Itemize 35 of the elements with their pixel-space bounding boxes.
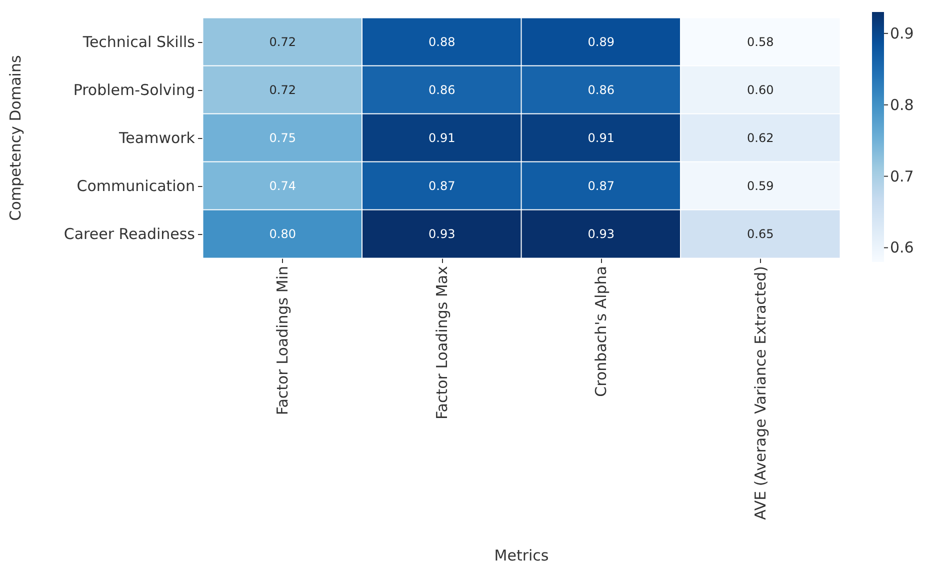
data-label: 0.93 bbox=[588, 227, 614, 241]
data-label: 0.59 bbox=[747, 179, 774, 193]
x-tick-label: Factor Loadings Min bbox=[274, 266, 292, 416]
data-label: 0.74 bbox=[269, 179, 296, 193]
x-axis-title: Metrics bbox=[494, 546, 549, 564]
data-label: 0.62 bbox=[747, 131, 774, 145]
color-bar-label: 0.8 bbox=[890, 96, 914, 114]
data-label: 0.75 bbox=[269, 131, 296, 145]
color-bar-label: 0.6 bbox=[890, 238, 914, 257]
data-label: 0.86 bbox=[588, 83, 614, 97]
y-tick-label: Problem-Solving bbox=[73, 81, 195, 99]
color-bar-label: 0.7 bbox=[890, 167, 914, 186]
x-tick-label: Factor Loadings Max bbox=[432, 266, 451, 420]
data-label: 0.87 bbox=[428, 179, 456, 193]
y-tick-label: Career Readiness bbox=[64, 225, 196, 243]
x-tick-label: AVE (Average Variance Extracted) bbox=[751, 266, 770, 520]
data-label: 0.60 bbox=[747, 83, 774, 97]
y-axis-title: Competency Domains bbox=[6, 55, 24, 221]
data-label: 0.91 bbox=[588, 131, 614, 145]
data-label: 0.88 bbox=[428, 35, 456, 49]
data-label: 0.91 bbox=[428, 131, 456, 145]
data-label: 0.72 bbox=[269, 83, 296, 97]
data-label: 0.80 bbox=[269, 227, 296, 241]
data-label: 0.89 bbox=[588, 35, 614, 49]
y-tick-label: Technical Skills bbox=[82, 33, 196, 51]
data-label: 0.86 bbox=[428, 83, 456, 97]
data-label: 0.58 bbox=[747, 35, 774, 49]
data-label: 0.87 bbox=[588, 179, 614, 193]
color-bar-label: 0.9 bbox=[890, 24, 914, 42]
y-tick-label: Teamwork bbox=[118, 129, 196, 147]
data-label: 0.65 bbox=[747, 227, 774, 241]
data-label: 0.93 bbox=[428, 227, 456, 241]
y-tick-label: Communication bbox=[76, 177, 195, 195]
data-label: 0.72 bbox=[269, 35, 296, 49]
x-tick-label: Cronbach's Alpha bbox=[592, 266, 610, 397]
